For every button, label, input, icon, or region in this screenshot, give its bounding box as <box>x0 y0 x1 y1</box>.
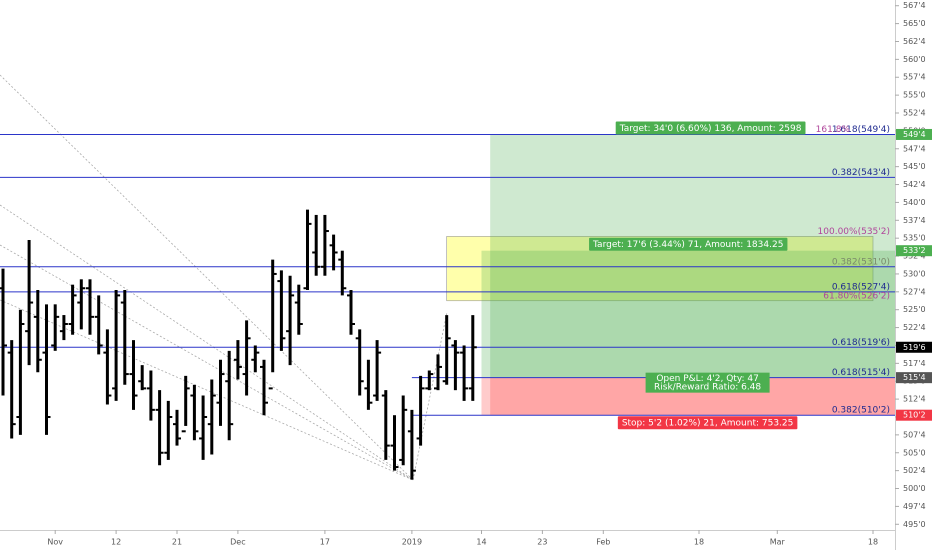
y-tick-label: 540'0 <box>903 198 926 207</box>
stop-label-bg <box>617 416 798 430</box>
pnl-bg <box>645 372 770 393</box>
y-tick-label: 495'0 <box>903 520 926 529</box>
x-tick-label: 23 <box>537 538 547 547</box>
y-tick-label: 537'4 <box>903 216 926 225</box>
x-tick-label: 17 <box>320 538 330 547</box>
price-label: 519'6 <box>903 343 926 352</box>
x-tick-label: 18 <box>868 538 878 547</box>
fan-lines <box>0 74 448 481</box>
target-label-bg <box>615 121 806 135</box>
profit-zone <box>481 250 895 378</box>
fib-level-label: 0.618(515'4) <box>832 368 890 378</box>
y-tick-label: 525'0 <box>903 305 926 314</box>
fib-level-label: 0.618(519'6) <box>832 338 890 348</box>
fib-percent-label: 161.8% <box>816 125 851 135</box>
pnl-label: Risk/Reward Ratio: 6.48 <box>654 383 761 393</box>
target-label-bg <box>589 237 788 251</box>
y-tick-label: 497'4 <box>903 502 926 511</box>
y-tick-label: 522'4 <box>903 323 926 332</box>
x-tick-label: 2019 <box>402 538 422 547</box>
price-label-bg <box>896 372 932 384</box>
fib-percent-label: 100.00%(535'2) <box>818 227 890 237</box>
fib-level-label: 1.618(549'4) <box>832 125 890 135</box>
x-tick-label: Nov <box>47 538 63 547</box>
y-tick-label: 557'4 <box>903 73 926 82</box>
x-tick-label: 18 <box>694 538 704 547</box>
target-label: Target: 17'6 (3.44%) 71, Amount: 1834.25 <box>592 240 783 250</box>
y-tick-label: 565'0 <box>903 19 926 28</box>
target-label: Target: 34'0 (6.60%) 136, Amount: 2598 <box>619 124 802 134</box>
stop-label: Stop: 5'2 (1.02%) 21, Amount: 753.25 <box>622 419 794 429</box>
fib-level-label: 0.382(543'4) <box>832 168 890 178</box>
fan-line <box>0 244 414 481</box>
fib-level-label: 0.382(510'2) <box>832 406 890 416</box>
x-tick-label: Feb <box>596 538 610 547</box>
y-tick-label: 512'4 <box>903 395 926 404</box>
price-label: 533'2 <box>903 246 926 255</box>
y-tick-label: 552'4 <box>903 109 926 118</box>
y-tick-label: 545'0 <box>903 162 926 171</box>
x-tick-label: Mar <box>770 538 786 547</box>
y-tick-label: 547'4 <box>903 144 926 153</box>
fan-line <box>0 299 414 481</box>
y-tick-label: 530'0 <box>903 269 926 278</box>
price-label-bg <box>896 409 932 421</box>
y-tick-label: 502'4 <box>903 466 926 475</box>
pnl-label: Open P&L: 4'2, Qty: 47 <box>656 374 759 384</box>
price-label-bg <box>896 245 932 257</box>
x-tick-label: 21 <box>172 538 182 547</box>
x-tick-label: 14 <box>476 538 486 547</box>
y-tick-label: 562'4 <box>903 37 926 46</box>
fan-line <box>412 311 448 481</box>
fib-level-label: 0.382(531'0) <box>832 257 890 267</box>
price-label: 515'4 <box>903 373 926 382</box>
price-label: 510'2 <box>903 411 926 420</box>
y-tick-label: 555'0 <box>903 91 926 100</box>
fan-line <box>0 204 414 481</box>
profit-zone <box>490 134 895 378</box>
y-tick-label: 527'4 <box>903 287 926 296</box>
y-tick-label: 507'4 <box>903 430 926 439</box>
fib-level-label: 0.618(527'4) <box>832 282 890 292</box>
price-label-bg <box>896 341 932 353</box>
y-tick-label: 542'4 <box>903 180 926 189</box>
y-tick-label: 517'4 <box>903 359 926 368</box>
x-tick-label: 12 <box>111 538 121 547</box>
y-tick-label: 567'4 <box>903 1 926 10</box>
y-tick-label: 560'0 <box>903 55 926 64</box>
price-label-bg <box>896 128 932 140</box>
price-label: 549'4 <box>903 130 926 139</box>
y-tick-label: 505'0 <box>903 448 926 457</box>
y-tick-label: 500'0 <box>903 484 926 493</box>
y-tick-label: 535'0 <box>903 234 926 243</box>
fib-percent-label: 61.80%(526'2) <box>823 291 890 301</box>
fan-line <box>0 74 414 481</box>
x-tick-label: Dec <box>230 538 245 547</box>
